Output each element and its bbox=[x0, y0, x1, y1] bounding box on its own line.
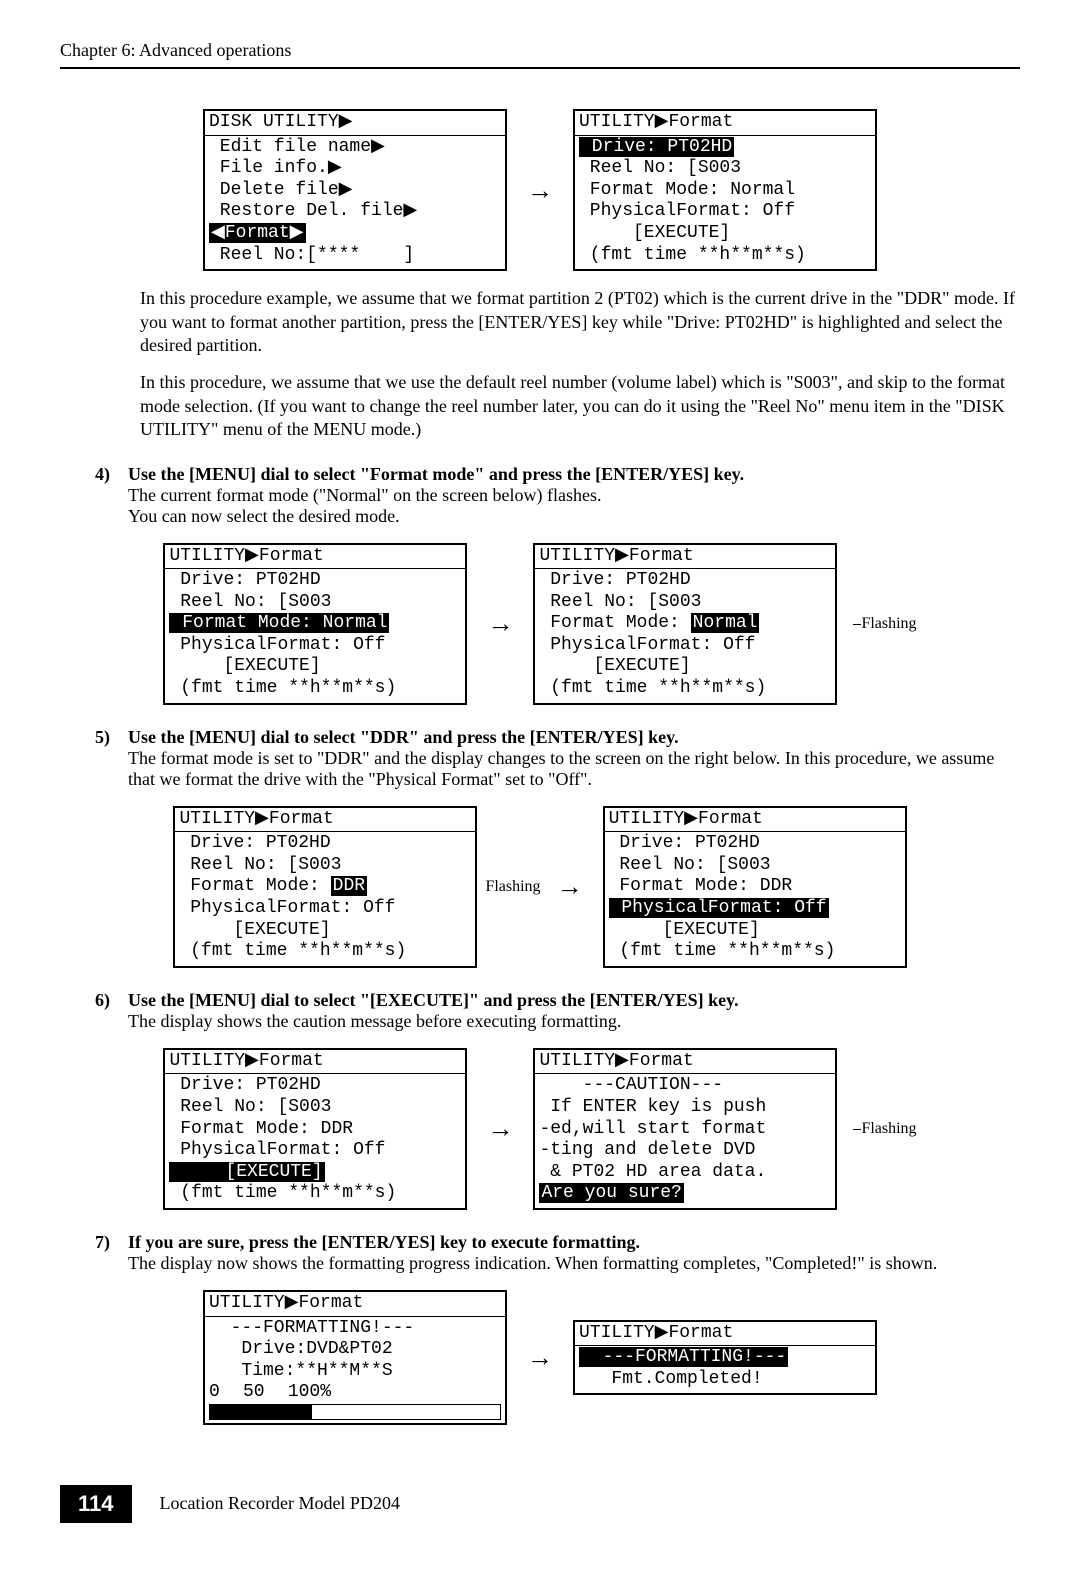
arrow-icon: → bbox=[487, 1113, 513, 1144]
lcd-title: UTILITY▶Format bbox=[575, 1322, 875, 1347]
progress-bar bbox=[209, 1404, 501, 1420]
arrow-icon: → bbox=[527, 175, 553, 206]
lcd-format-mode-selected: UTILITY▶Format Drive: PT02HD Reel No: [S… bbox=[163, 543, 467, 705]
step-body: The display shows the caution message be… bbox=[128, 1011, 1020, 1032]
flashing-label: Flashing bbox=[861, 1120, 916, 1138]
lcd-completed: UTILITY▶Format ---FORMATTING!--- Fmt.Com… bbox=[573, 1320, 877, 1396]
lcd-title: UTILITY▶Format bbox=[535, 1050, 835, 1075]
lcd-body: Drive: PT02HD Reel No: [S003 Format Mode… bbox=[165, 569, 465, 703]
lcd-ddr-flashing: UTILITY▶Format Drive: PT02HD Reel No: [S… bbox=[173, 806, 477, 968]
lcd-physicalformat-selected: UTILITY▶Format Drive: PT02HD Reel No: [S… bbox=[603, 806, 907, 968]
step-body: The display now shows the formatting pro… bbox=[128, 1253, 1020, 1274]
lcd-body: Edit file name▶ File info.▶ Delete file▶… bbox=[205, 136, 505, 270]
lcd-title: UTILITY▶Format bbox=[205, 1292, 505, 1317]
lcd-title: UTILITY▶Format bbox=[535, 545, 835, 570]
lcd-title: DISK UTILITY▶ bbox=[205, 111, 505, 136]
step-number: 7) bbox=[60, 1232, 128, 1274]
progress-row: 0 50 100% bbox=[209, 1382, 501, 1404]
progress-right: 100% bbox=[288, 1382, 331, 1404]
step-lead: Use the [MENU] dial to select "Format mo… bbox=[128, 464, 1020, 485]
paragraph: In this procedure, we assume that we use… bbox=[140, 371, 1020, 441]
lcd-row-4: UTILITY▶Format Drive: PT02HD Reel No: [S… bbox=[60, 1048, 1020, 1210]
lcd-execute-selected: UTILITY▶Format Drive: PT02HD Reel No: [S… bbox=[163, 1048, 467, 1210]
flashing-label: Flashing bbox=[485, 878, 540, 896]
lcd-body: Drive: PT02HD Reel No: [S003 Format Mode… bbox=[175, 832, 475, 966]
step-body: The current format mode ("Normal" on the… bbox=[128, 485, 1020, 506]
lcd-body: Drive: PT02HD Reel No: [S003 Format Mode… bbox=[535, 569, 835, 703]
step-6: 6) Use the [MENU] dial to select "[EXECU… bbox=[60, 990, 1020, 1032]
lcd-body: Drive: PT02HD Reel No: [S003 Format Mode… bbox=[575, 136, 875, 270]
step-number: 4) bbox=[60, 464, 128, 527]
arrow-icon: → bbox=[487, 608, 513, 639]
progress-fill bbox=[210, 1405, 312, 1419]
paragraph: In this procedure example, we assume tha… bbox=[140, 287, 1020, 357]
lcd-utility-format: UTILITY▶Format Drive: PT02HD Reel No: [S… bbox=[573, 109, 877, 271]
arrow-icon: → bbox=[527, 1342, 553, 1373]
arrow-icon: → bbox=[557, 871, 583, 902]
step-7: 7) If you are sure, press the [ENTER/YES… bbox=[60, 1232, 1020, 1274]
lcd-title: UTILITY▶Format bbox=[175, 808, 475, 833]
chapter-header: Chapter 6: Advanced operations bbox=[60, 40, 1020, 69]
lcd-body: ---FORMATTING!--- Drive:DVD&PT02 Time:**… bbox=[205, 1317, 505, 1423]
step-lead: Use the [MENU] dial to select "[EXECUTE]… bbox=[128, 990, 1020, 1011]
page-number: 114 bbox=[60, 1485, 132, 1523]
lcd-body: ---CAUTION--- If ENTER key is push-ed,wi… bbox=[535, 1074, 835, 1208]
lcd-body: Drive: PT02HD Reel No: [S003 Format Mode… bbox=[605, 832, 905, 966]
step-body: The format mode is set to "DDR" and the … bbox=[128, 748, 1020, 790]
lcd-body: ---FORMATTING!--- Fmt.Completed! bbox=[575, 1346, 875, 1393]
lcd-row-1: DISK UTILITY▶ Edit file name▶ File info.… bbox=[60, 109, 1020, 271]
progress-left: 0 bbox=[209, 1382, 220, 1404]
step-4: 4) Use the [MENU] dial to select "Format… bbox=[60, 464, 1020, 527]
flashing-label: Flashing bbox=[861, 615, 916, 633]
lcd-row-2: UTILITY▶Format Drive: PT02HD Reel No: [S… bbox=[60, 543, 1020, 705]
lcd-body: Drive: PT02HD Reel No: [S003 Format Mode… bbox=[165, 1074, 465, 1208]
lcd-caution: UTILITY▶Format ---CAUTION--- If ENTER ke… bbox=[533, 1048, 837, 1210]
step-5: 5) Use the [MENU] dial to select "DDR" a… bbox=[60, 727, 1020, 790]
lcd-formatting-progress: UTILITY▶Format ---FORMATTING!--- Drive:D… bbox=[203, 1290, 507, 1425]
lcd-disk-utility: DISK UTILITY▶ Edit file name▶ File info.… bbox=[203, 109, 507, 271]
step-number: 5) bbox=[60, 727, 128, 790]
lcd-row-3: UTILITY▶Format Drive: PT02HD Reel No: [S… bbox=[60, 806, 1020, 968]
lcd-title: UTILITY▶Format bbox=[575, 111, 875, 136]
footer: 114 Location Recorder Model PD204 bbox=[60, 1485, 1020, 1523]
step-number: 6) bbox=[60, 990, 128, 1032]
footer-text: Location Recorder Model PD204 bbox=[160, 1493, 400, 1514]
lcd-title: UTILITY▶Format bbox=[165, 1050, 465, 1075]
lcd-row-5: UTILITY▶Format ---FORMATTING!--- Drive:D… bbox=[60, 1290, 1020, 1425]
step-body: You can now select the desired mode. bbox=[128, 506, 1020, 527]
lcd-title: UTILITY▶Format bbox=[165, 545, 465, 570]
progress-mid: 50 bbox=[224, 1382, 284, 1404]
step-lead: Use the [MENU] dial to select "DDR" and … bbox=[128, 727, 1020, 748]
lcd-format-mode-flashing: UTILITY▶Format Drive: PT02HD Reel No: [S… bbox=[533, 543, 837, 705]
step-lead: If you are sure, press the [ENTER/YES] k… bbox=[128, 1232, 1020, 1253]
lcd-title: UTILITY▶Format bbox=[605, 808, 905, 833]
